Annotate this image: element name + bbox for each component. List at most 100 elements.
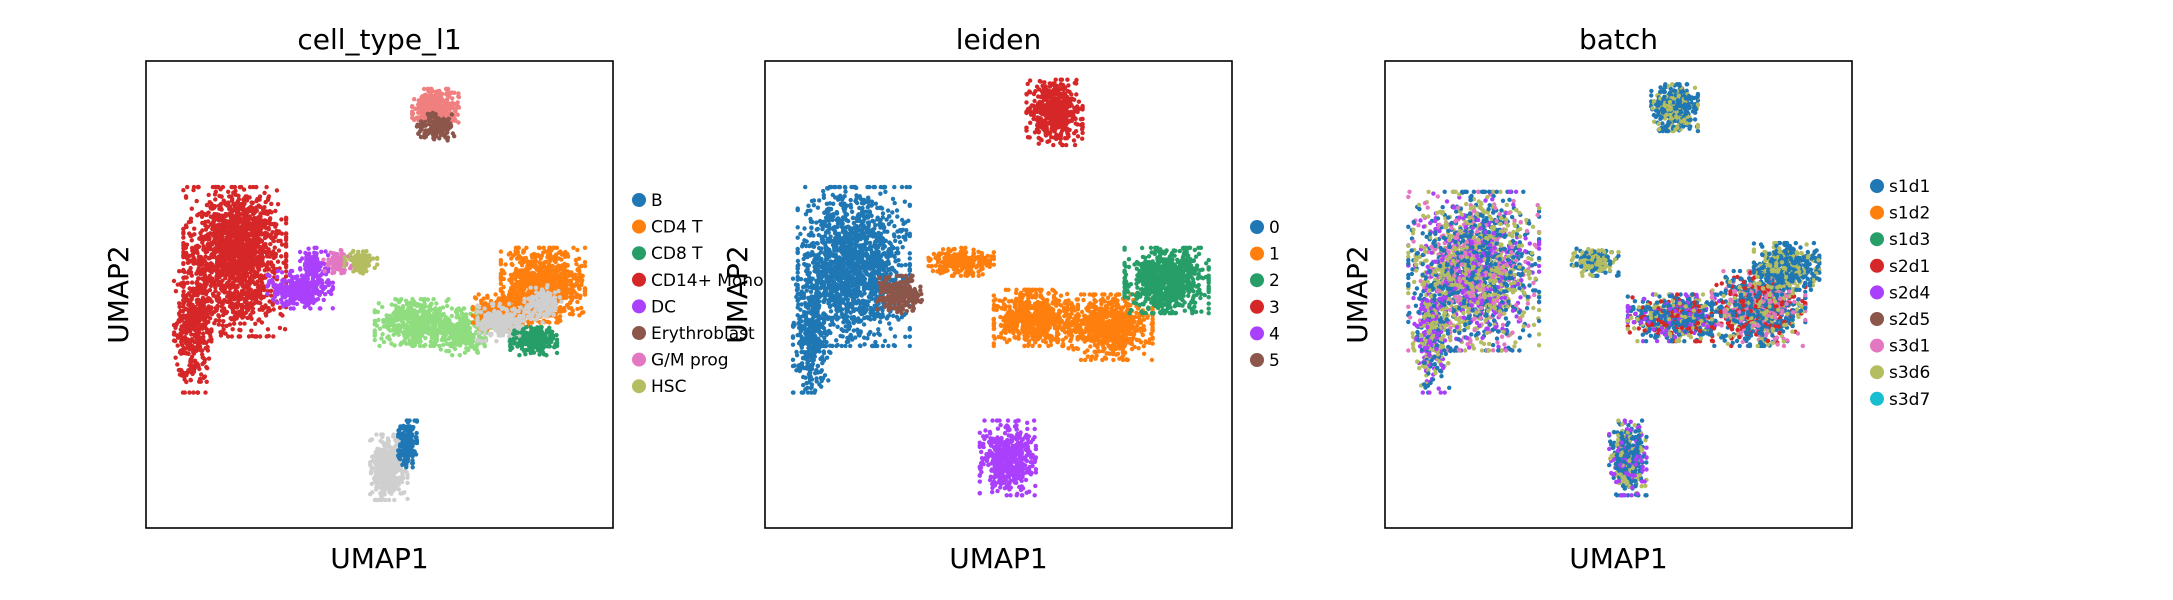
data-point bbox=[427, 304, 433, 309]
data-point bbox=[287, 272, 292, 277]
data-point bbox=[254, 198, 259, 204]
data-point bbox=[306, 299, 312, 304]
data-point bbox=[181, 230, 186, 235]
data-point bbox=[504, 312, 510, 317]
data-point bbox=[225, 290, 230, 295]
data-point bbox=[176, 334, 181, 340]
data-point bbox=[483, 338, 488, 344]
data-point bbox=[280, 283, 285, 289]
data-point bbox=[311, 297, 316, 302]
data-point bbox=[575, 299, 580, 305]
data-point bbox=[558, 249, 563, 254]
data-point bbox=[312, 245, 317, 250]
data-point bbox=[200, 220, 205, 226]
data-point bbox=[571, 245, 576, 250]
data-point bbox=[194, 344, 199, 350]
data-point bbox=[538, 256, 543, 261]
data-point bbox=[457, 353, 462, 358]
data-point bbox=[253, 297, 259, 302]
data-point bbox=[497, 329, 502, 334]
data-point bbox=[201, 324, 206, 330]
data-point bbox=[182, 335, 188, 340]
data-point bbox=[576, 256, 582, 261]
data-point bbox=[579, 305, 584, 311]
data-point bbox=[254, 208, 259, 213]
data-point bbox=[422, 325, 427, 331]
data-point bbox=[317, 276, 322, 282]
data-point bbox=[241, 245, 246, 251]
data-point bbox=[288, 306, 293, 311]
data-point bbox=[318, 306, 323, 311]
data-point bbox=[569, 288, 575, 293]
data-point bbox=[201, 375, 206, 381]
data-point bbox=[185, 370, 190, 375]
data-point bbox=[196, 309, 201, 315]
data-point bbox=[246, 288, 251, 293]
data-point bbox=[294, 290, 299, 295]
data-point bbox=[255, 270, 260, 275]
data-point bbox=[212, 265, 218, 271]
data-point bbox=[199, 210, 205, 215]
data-point bbox=[183, 194, 189, 199]
data-point bbox=[425, 311, 430, 316]
data-point bbox=[192, 358, 198, 363]
data-point bbox=[194, 198, 199, 204]
data-point bbox=[202, 268, 208, 274]
data-point bbox=[269, 293, 274, 298]
data-point bbox=[218, 187, 223, 192]
data-point bbox=[417, 334, 422, 339]
data-point bbox=[377, 326, 383, 331]
data-point bbox=[254, 334, 259, 339]
data-point bbox=[251, 255, 256, 260]
data-point bbox=[568, 282, 573, 288]
data-point bbox=[550, 268, 555, 273]
data-point bbox=[216, 291, 221, 296]
data-point bbox=[206, 210, 211, 215]
data-point bbox=[244, 198, 250, 203]
data-point bbox=[275, 300, 280, 305]
data-point bbox=[187, 390, 192, 395]
data-point bbox=[275, 259, 281, 264]
data-point bbox=[521, 269, 526, 274]
data-point bbox=[312, 270, 317, 275]
data-point bbox=[523, 258, 528, 263]
data-point bbox=[321, 257, 326, 262]
data-point bbox=[582, 260, 588, 265]
data-point bbox=[185, 184, 190, 190]
data-point bbox=[221, 308, 226, 313]
data-point bbox=[262, 205, 267, 210]
data-point bbox=[314, 256, 320, 261]
data-point bbox=[307, 291, 313, 297]
data-point bbox=[181, 235, 186, 240]
data-point bbox=[184, 331, 189, 336]
data-point bbox=[235, 198, 241, 204]
data-point bbox=[193, 317, 198, 322]
data-point bbox=[269, 201, 274, 207]
data-point bbox=[255, 265, 260, 271]
data-point bbox=[266, 221, 271, 226]
data-point bbox=[410, 320, 415, 326]
data-point bbox=[202, 357, 208, 362]
data-point bbox=[179, 324, 184, 329]
data-point bbox=[274, 188, 280, 193]
data-point bbox=[181, 289, 186, 294]
data-point bbox=[181, 249, 186, 255]
data-point bbox=[279, 254, 284, 259]
data-point bbox=[513, 299, 519, 304]
data-point bbox=[381, 319, 386, 325]
data-point bbox=[433, 342, 438, 347]
data-point bbox=[503, 325, 508, 330]
data-point bbox=[227, 206, 232, 212]
data-point bbox=[221, 312, 226, 318]
data-point bbox=[545, 254, 550, 260]
data-point bbox=[250, 200, 255, 206]
data-point bbox=[231, 229, 237, 235]
data-point bbox=[563, 274, 568, 280]
data-point bbox=[444, 348, 449, 354]
data-point bbox=[173, 289, 179, 294]
data-point bbox=[241, 251, 246, 257]
data-point bbox=[577, 271, 582, 276]
data-point bbox=[582, 286, 588, 291]
data-point bbox=[233, 192, 238, 197]
data-point bbox=[182, 377, 187, 382]
